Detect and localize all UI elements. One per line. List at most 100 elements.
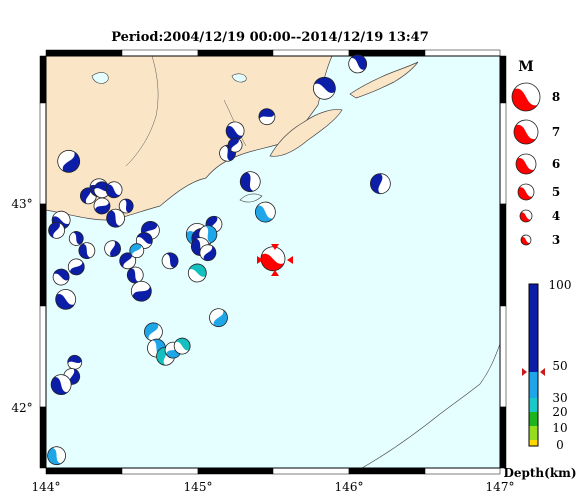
depth-tick-10: 10 [552,421,567,435]
lon-tick-145: 145° [184,480,213,494]
frame-bar [499,203,507,307]
event-mechanism-42 [254,201,276,223]
event-mechanism-43 [209,308,228,328]
axis-labels: 144° 145° 146° 147° 43° 42° [11,197,514,494]
event-mechanism-20 [119,252,137,270]
mag-label-6: 6 [552,157,560,171]
event-mechanism-16 [106,208,125,228]
bathymetric-contour [361,343,500,468]
event-mechanism-22 [130,280,152,302]
magnitude-legend-symbols [511,82,541,246]
mag-label-8: 8 [552,90,560,104]
highlight-marker [257,244,293,276]
depth-colorbar-frame [528,283,539,447]
event-mechanism-41 [187,263,207,283]
lake-kussharo [231,73,247,83]
depth-band-shallow [529,398,538,412]
event-mechanism-19 [104,240,121,258]
depth-tick-20: 20 [552,405,567,419]
mag-label-7: 7 [552,125,560,139]
event-mechanism-33 [161,252,179,270]
depth-unit-label: Depth(km) [503,466,576,480]
event-mechanism-2 [258,108,276,126]
hokkaido-land [46,56,333,221]
lake-akan [91,72,109,84]
lat-tick-43: 43° [11,197,32,211]
lat-tick-42: 42° [11,401,32,415]
frame-bar [39,406,47,469]
magnitude-symbol-0 [511,82,541,112]
event-mechanism-24 [48,221,65,239]
frame-bar [499,305,507,408]
event-mechanism-3 [225,121,245,141]
depth-marker-left [522,368,527,376]
depth-tick-100: 100 [549,278,572,292]
depth-band-mid [529,372,538,398]
shiretoko-peninsula [349,61,419,99]
magnitude-symbol-4 [519,209,533,223]
depth-colorbar: 100 50 30 20 10 0 Depth(km) [503,278,576,480]
frame-bar [499,406,507,469]
event-mechanism-49 [47,446,66,466]
depth-band-deep [529,284,538,372]
marker-triangle-bottom [271,270,279,276]
event-mechanism-8 [348,54,368,74]
depth-marker-right [540,368,545,376]
depth-tick-30: 30 [552,391,567,405]
event-symbols [47,54,391,466]
marker-triangle-top [271,244,279,250]
event-mechanism-44 [144,322,163,342]
nemuro-coast [239,193,263,203]
event-mechanism-25 [68,231,84,246]
depth-tick-50: 50 [552,359,567,373]
depth-band-0 [529,440,538,446]
magnitude-symbol-3 [517,183,535,201]
map-title: Period:2004/12/19 00:00--2014/12/19 13:4… [111,30,429,45]
magnitude-symbol-2 [515,153,537,175]
event-mechanism-15 [93,197,111,215]
event-mechanism-26 [78,242,96,260]
event-mechanism-30 [67,354,83,370]
event-mechanism-0 [260,246,286,272]
event-mechanism-7 [369,173,391,195]
frame-bar [424,49,501,57]
frame-bar [39,102,47,205]
frame-bar [39,305,47,408]
event-mechanism-9 [57,149,81,173]
magnitude-legend: M 8 7 6 5 4 3 [511,59,560,247]
event-mechanism-28 [52,268,70,286]
frame-bar [39,55,47,104]
frame-bar [197,467,274,475]
frame-bar [499,55,507,104]
event-mechanism-6 [239,171,261,193]
event-mechanism-14 [118,198,134,214]
marker-triangle-right [287,256,293,264]
event-mechanism-40 [129,243,145,259]
mag-label-4: 4 [552,209,560,223]
event-mechanism-27 [67,258,85,276]
magnitude-symbol-5 [520,234,532,246]
frame-bar [197,49,274,57]
frame-bar [121,49,199,57]
frame-bar [45,467,123,475]
lon-tick-146: 146° [335,480,364,494]
event-mechanism-32 [50,374,72,396]
lon-tick-147: 147° [486,480,515,494]
event-mechanism-1 [312,76,336,100]
frame-bar [39,203,47,307]
event-mechanism-48 [173,337,191,355]
mag-label-3: 3 [552,233,560,247]
frame-ticks [39,49,507,475]
frame-bar [121,467,199,475]
event-mechanism-39 [199,244,217,262]
frame-bar [45,49,123,57]
frame-bar [499,102,507,205]
frame-bar [272,467,350,475]
frame-bar [272,49,350,57]
event-mechanism-5 [227,137,243,153]
event-mechanism-29 [55,288,77,310]
kunashiri-island [269,109,343,157]
frame-bar [424,467,501,475]
lon-tick-144: 144° [32,480,61,494]
